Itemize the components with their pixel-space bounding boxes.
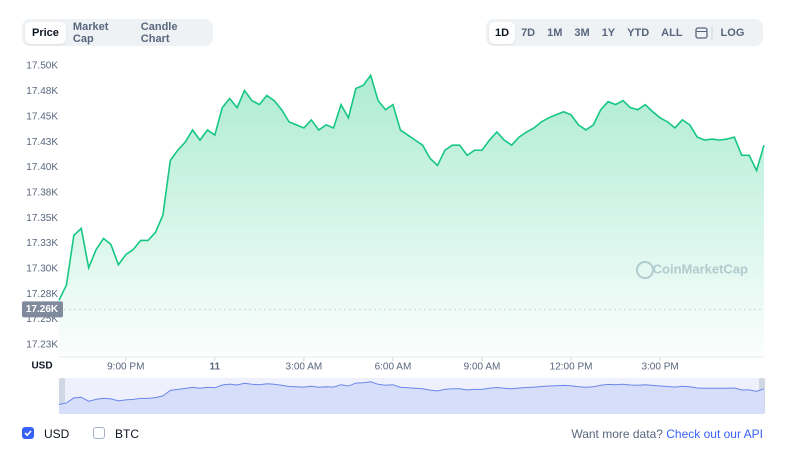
y-tick-label: 17.48K [26, 86, 58, 97]
range[interactable]: YTD [627, 26, 650, 39]
footer: USD BTC Want more data? Check out our AP… [22, 426, 763, 442]
tab[interactable]: Market Cap [72, 20, 109, 45]
range-group: 1D 7D 1M 3M 1Y YTD ALL LOG [486, 19, 763, 46]
x-tick-label: 3:00 PM [641, 362, 678, 373]
y-tick-label: 17.38K [26, 187, 58, 198]
y-tick-label: 17.40K [26, 162, 58, 173]
range[interactable]: 1D [489, 21, 516, 44]
line [58, 73, 765, 301]
reference-label: 17.26K [26, 304, 59, 315]
reference-label-box [22, 301, 63, 318]
checkbox[interactable] [93, 427, 105, 439]
tab[interactable]: Candle Chart [140, 20, 178, 45]
x-tick-label: 6:00 AM [375, 362, 412, 373]
log-toggle[interactable]: LOG [720, 26, 745, 39]
range[interactable]: 1Y [601, 26, 616, 39]
y-tick-label: 17.45K [26, 111, 58, 122]
calendar-icon[interactable] [689, 25, 715, 40]
legend-label[interactable]: USD [44, 427, 70, 441]
y-tick-label: 17.50K [26, 61, 58, 72]
navigator-line [58, 381, 765, 405]
range[interactable]: 1M [547, 26, 563, 39]
x-tick-label: 9:00 AM [464, 362, 501, 373]
y-tick-label: 17.28K [26, 289, 58, 300]
checkbox-checked[interactable] [22, 427, 34, 439]
y-tick-label: 17.23K [26, 340, 58, 351]
api-link[interactable]: Check out our API [666, 427, 763, 441]
navigator-area [59, 381, 764, 414]
x-tick-label: 3:00 AM [286, 362, 323, 373]
legend-label[interactable]: BTC [115, 427, 139, 441]
tab[interactable]: Price [25, 21, 66, 44]
y-tick-label: 17.25K [26, 314, 58, 325]
y-tick-label: 17.43K [26, 137, 58, 148]
api-prompt: Want more data? Check out our API [571, 427, 763, 441]
range[interactable]: ALL [661, 26, 683, 39]
x-tick-label: 9:00 PM [107, 362, 144, 373]
range[interactable]: 3M [574, 26, 590, 39]
x-tick-label: 12:00 PM [550, 362, 593, 373]
chart: USD 17.50K 17.48K 17.45K 17.43K 17.40K 17.38K… [22, 61, 765, 414]
y-unit: USD [31, 361, 52, 372]
x-tick-label: 11 [210, 362, 221, 373]
y-tick-label: 17.35K [26, 213, 58, 224]
range[interactable]: 7D [521, 26, 536, 39]
y-tick-label: 17.33K [26, 238, 58, 249]
y-tick-label: 17.30K [26, 263, 58, 274]
area [59, 75, 764, 355]
api-text: Want more data? [571, 427, 663, 441]
tab-group: Price Market Cap Candle Chart [22, 19, 213, 46]
